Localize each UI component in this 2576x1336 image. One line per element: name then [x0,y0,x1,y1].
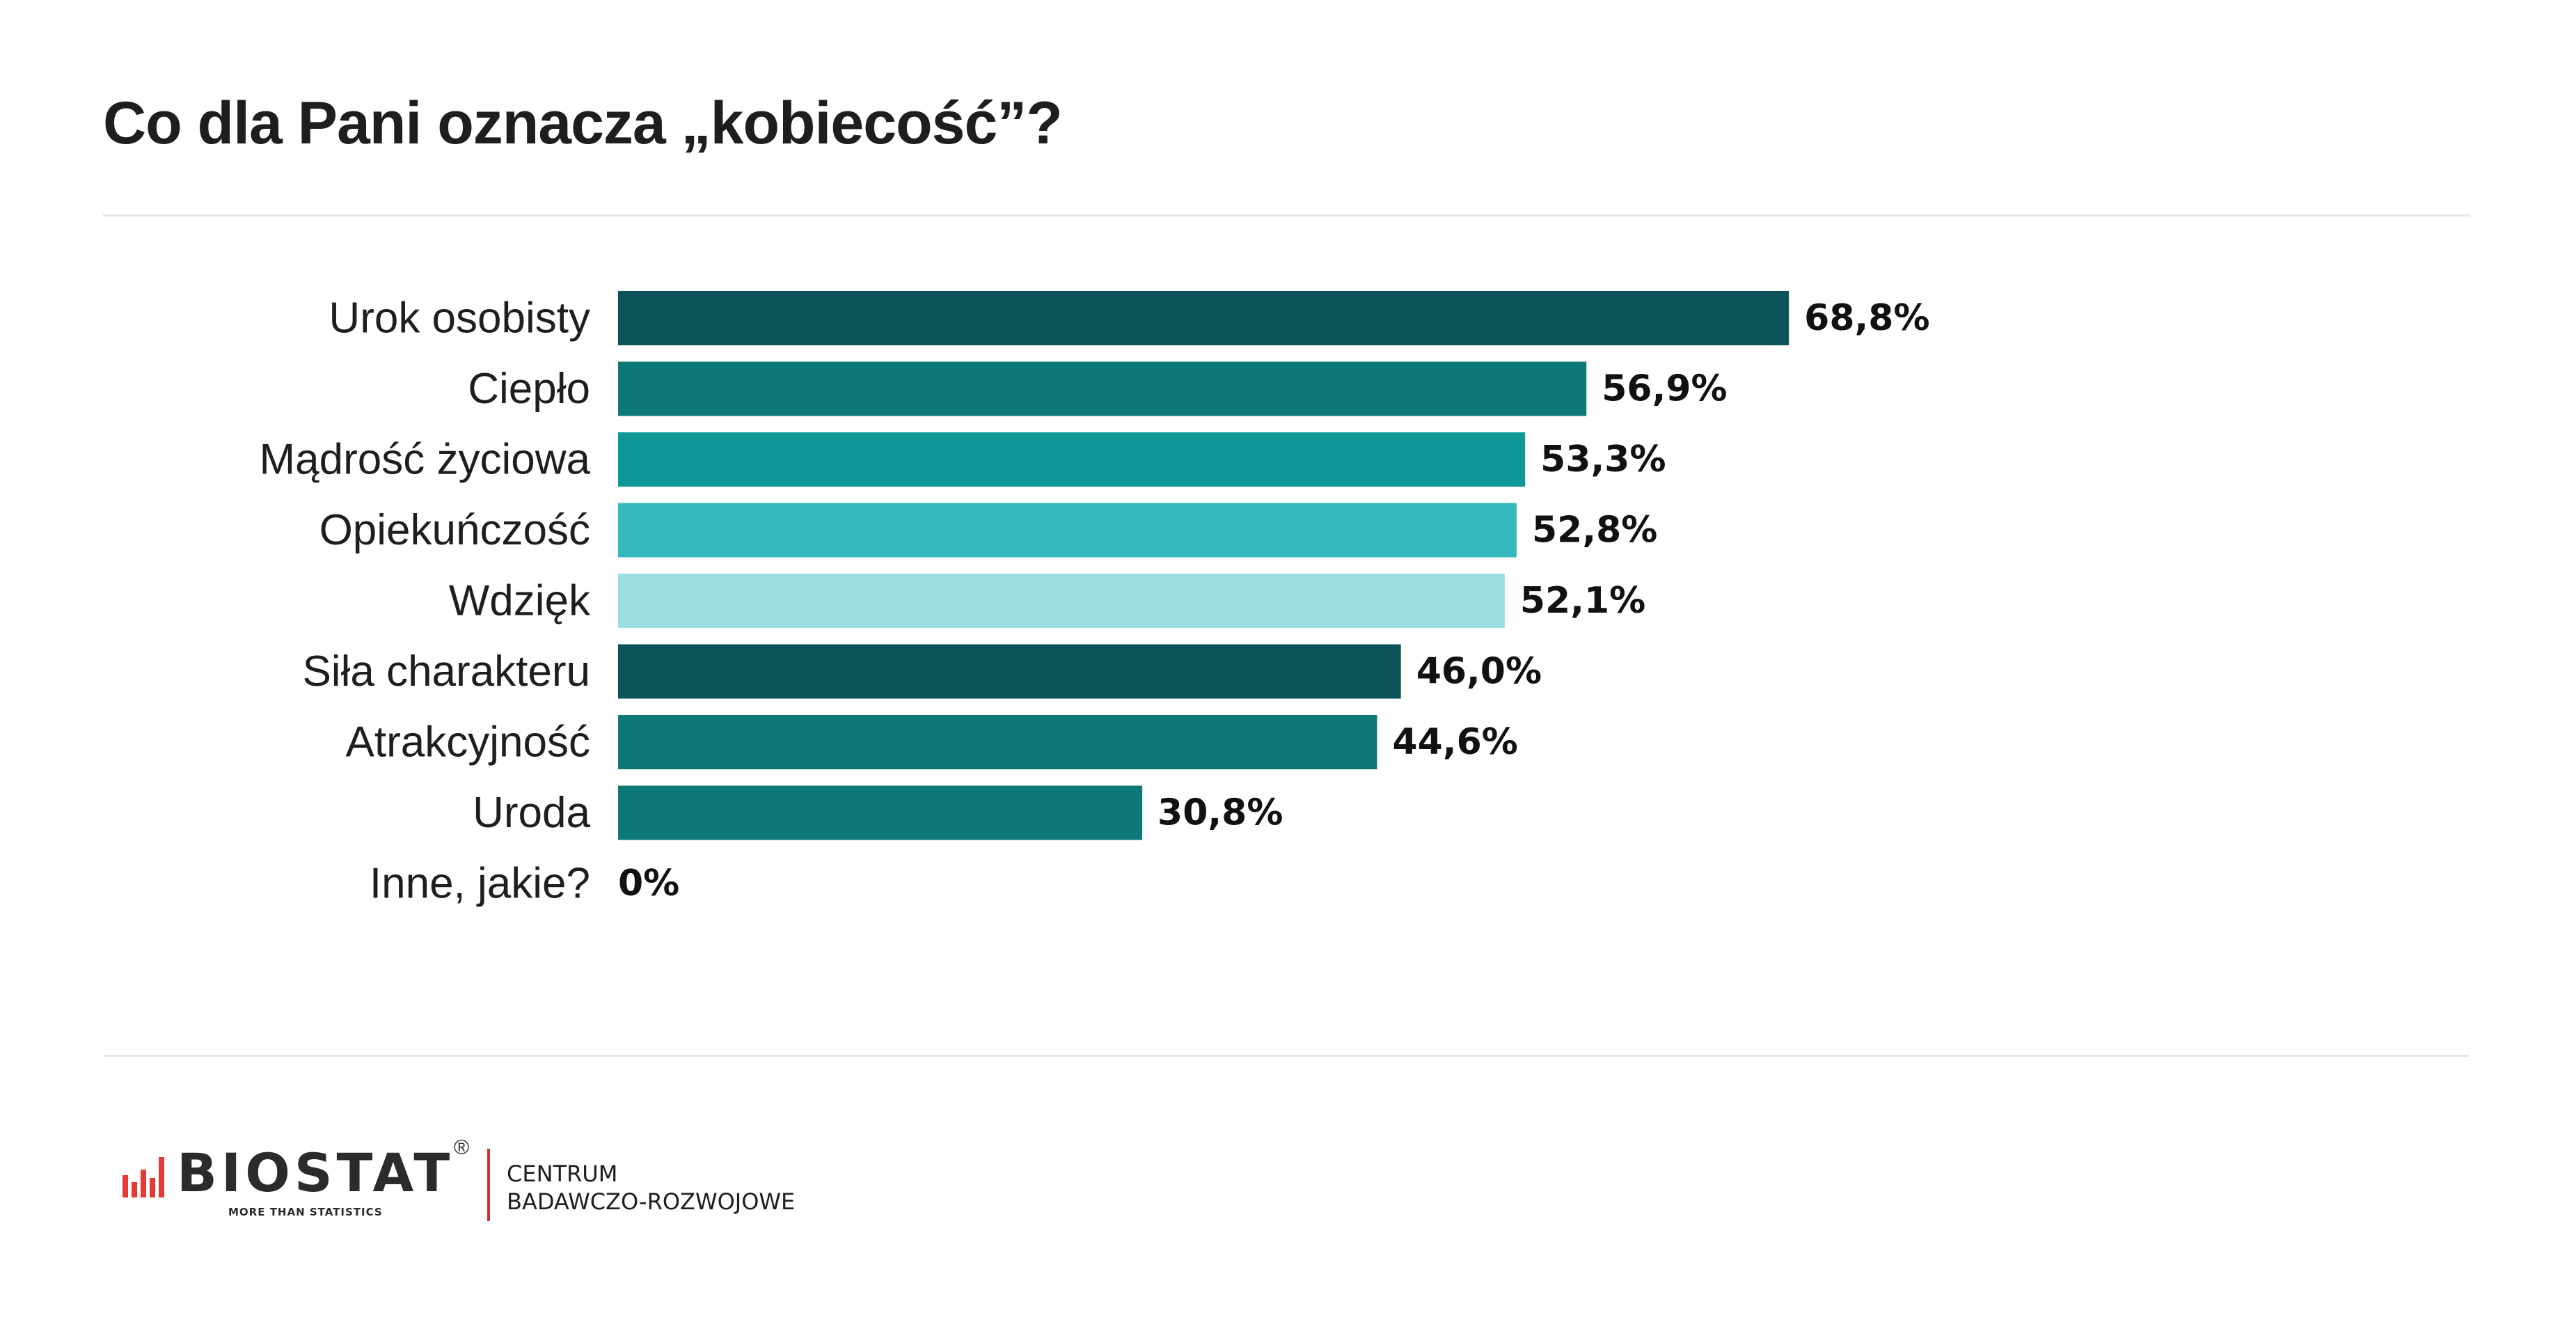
bottom-divider [103,1055,2470,1057]
value-label: 46,0% [1416,651,1542,693]
bar [618,644,1401,699]
value-label: 52,8% [1532,510,1657,551]
value-label: 44,6% [1392,721,1517,763]
bar [618,503,1517,558]
chart-title: Co dla Pani oznacza „kobiecość”? [103,90,1063,157]
value-label: 53,3% [1540,439,1666,480]
category-label: Atrakcyjność [346,718,590,767]
centrum-line-2: BADAWCZO-ROZWOJOWE [507,1188,796,1215]
category-label: Mądrość życiowa [260,436,591,484]
footer-divider [487,1149,490,1221]
bar [618,715,1377,769]
value-label: 0% [618,863,679,904]
top-divider [103,214,2470,217]
centrum-line-1: CENTRUM [507,1161,618,1187]
bar-chart: Urok osobisty 68,8% Ciepło 56,9% Mądrość życ… [260,291,1930,908]
biostat-logo: BIOSTAT [177,1142,455,1204]
category-label: Siła charakteru [302,647,590,695]
bar [618,432,1526,487]
category-label: Ciepło [468,365,590,413]
value-label: 68,8% [1804,297,1929,339]
category-label: Wdzięk [449,577,591,625]
value-label: 30,8% [1157,792,1283,834]
registered-mark: ® [454,1136,470,1159]
bar [618,361,1587,416]
bar [618,574,1505,628]
centrum-label: CENTRUM BADAWCZO-ROZWOJOWE [507,1160,795,1216]
category-label: Inne, jakie? [370,860,590,908]
logo-tagline: MORE THAN STATISTICS [228,1206,383,1218]
value-label: 56,9% [1602,368,1727,410]
value-label: 52,1% [1520,580,1645,622]
bar [618,291,1789,345]
bar-chart-logo-icon [123,1157,164,1197]
bar [618,785,1143,840]
category-label: Uroda [473,789,590,837]
category-label: Urok osobisty [329,294,590,343]
category-label: Opiekuńczość [319,506,590,554]
